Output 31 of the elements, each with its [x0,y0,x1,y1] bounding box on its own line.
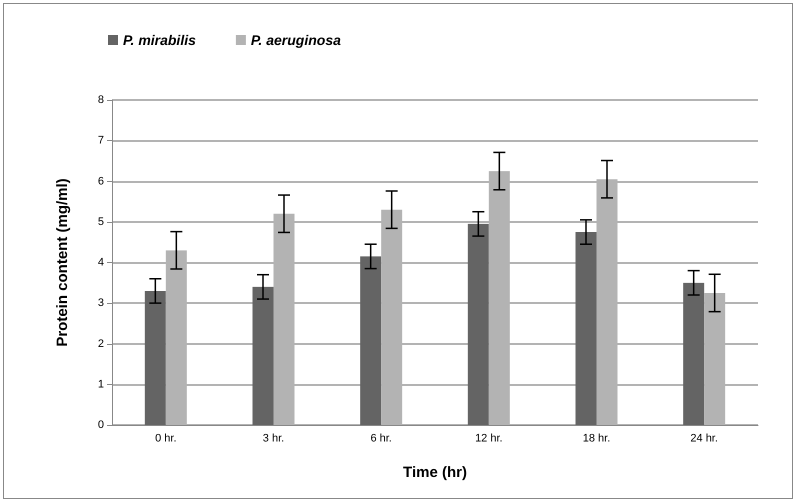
bar [683,282,704,425]
x-tick-label: 0 hr. [155,432,177,444]
y-tick-label: 2 [98,338,104,350]
bar [704,292,726,425]
legend-label: P. aeruginosa [250,32,342,48]
bar [381,210,402,425]
x-tick-label: 12 hr. [475,432,503,444]
y-tick-label: 5 [98,216,104,228]
bar [596,179,618,425]
y-tick-label: 8 [98,94,104,106]
x-tick-label: 6 hr. [370,432,392,444]
y-tick-label: 3 [98,297,104,310]
bar [252,286,274,425]
bar [144,290,166,425]
x-axis-title: Time (hr) [403,464,467,481]
x-tick-label: 3 hr. [262,432,284,444]
y-axis-title: Protein content (mg/ml) [54,178,71,347]
y-tick-label: 0 [98,419,104,431]
bar [488,171,510,425]
y-tick-label: 7 [98,134,104,147]
bar [166,250,187,425]
x-tick-label: 18 hr. [582,432,610,444]
y-tick-label: 6 [98,175,104,188]
y-tick-label: 1 [98,378,104,390]
bar [360,256,382,425]
legend-label: P. mirabilis [123,32,196,48]
bar [468,224,489,425]
x-tick-label: 24 hr. [690,432,718,444]
y-tick-label: 4 [98,256,104,268]
bar [576,232,596,425]
bar [274,214,294,425]
